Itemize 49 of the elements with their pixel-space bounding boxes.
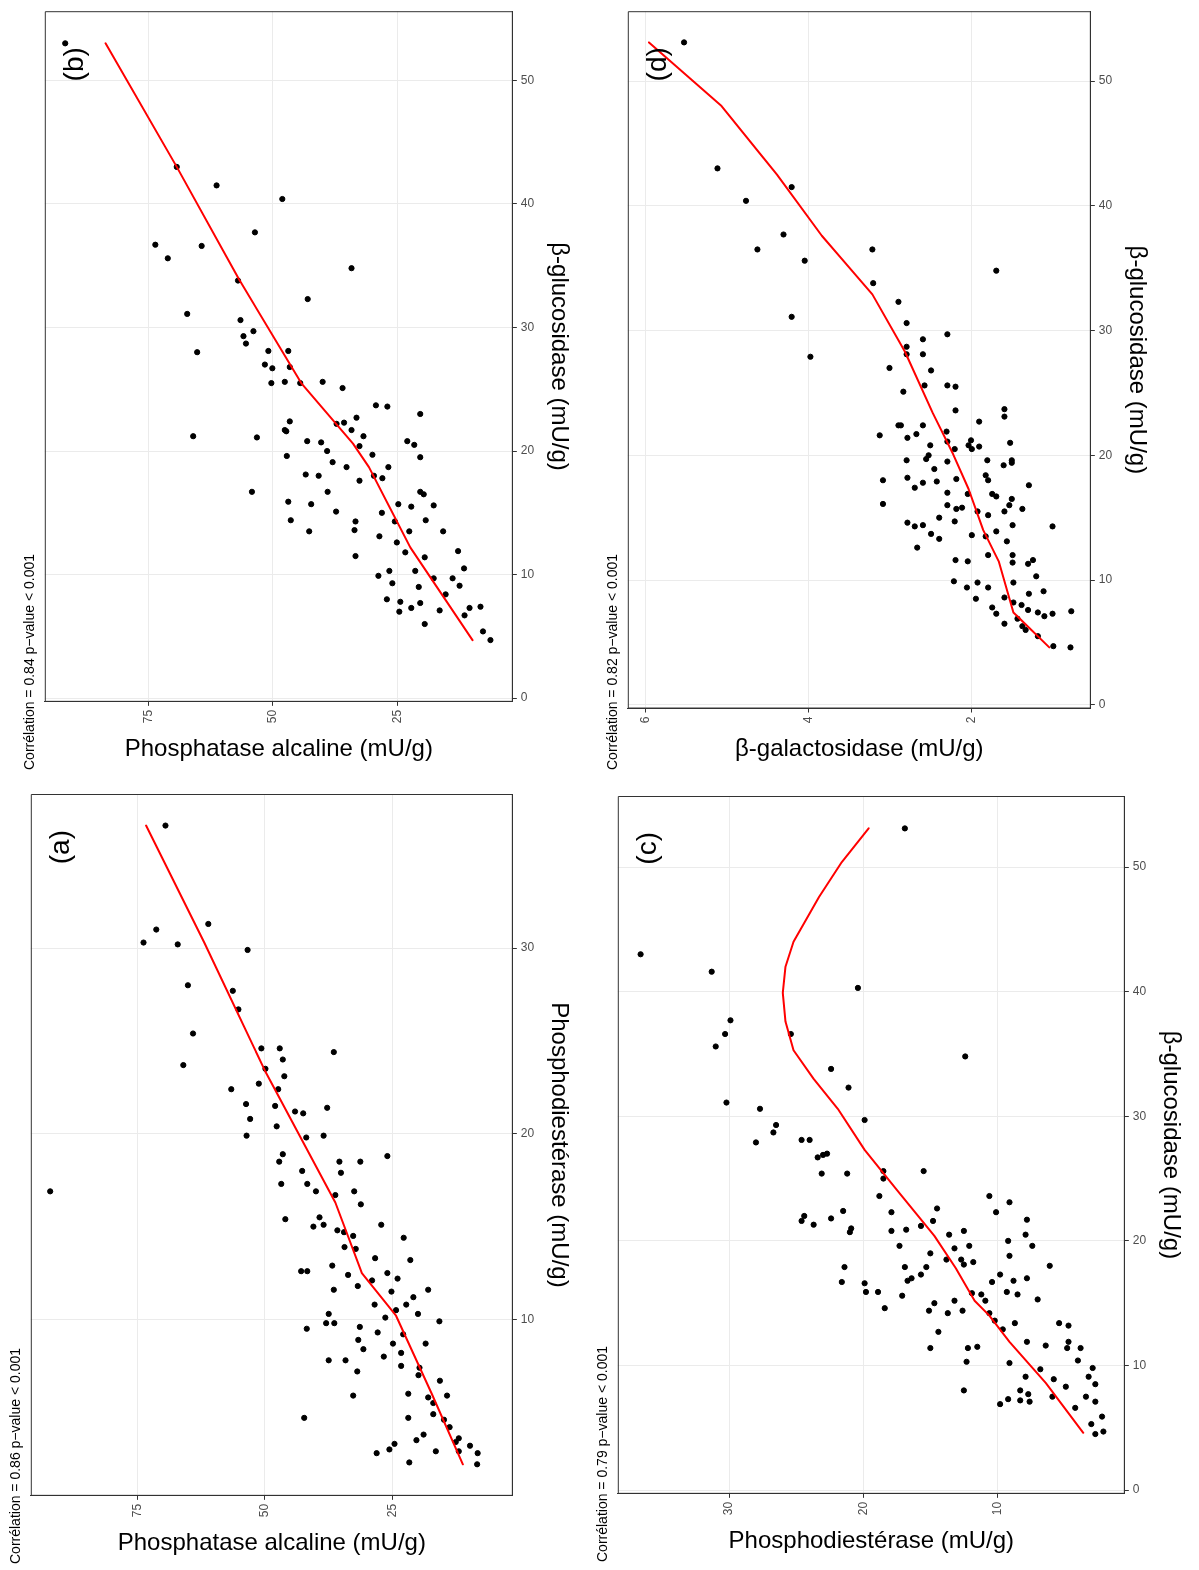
y-tick-label: 20: [1098, 447, 1113, 462]
annotation: (a): [43, 830, 75, 865]
x-tick-label: 50: [257, 1503, 272, 1518]
annotation: (b): [57, 47, 89, 82]
x-tick-label: 10: [989, 1501, 1004, 1516]
y-axis-title: β-glucosidase (mU/g): [1158, 1030, 1186, 1260]
x-axis-title: Phosphodiestérase (mU/g): [728, 1526, 1015, 1554]
annotation: (d): [640, 47, 672, 82]
text: Corrélation = 0.79 p−value < 0.001: [594, 1345, 611, 1562]
y-tick-label: 50: [1132, 859, 1147, 874]
x-tick-label: 6: [638, 716, 653, 724]
y-tick-label: 40: [1132, 983, 1147, 998]
y-tick-label: 0: [1098, 697, 1106, 712]
text: Corrélation = 0.82 p−value < 0.001: [604, 553, 621, 770]
x-tick-label: 75: [140, 709, 155, 724]
y-tick-label: 30: [1132, 1108, 1147, 1123]
x-tick-label: 2: [964, 716, 979, 724]
y-tick-label: 10: [520, 1311, 535, 1326]
x-axis-title: Phosphatase alcaline (mU/g): [124, 734, 433, 762]
x-tick-label: 20: [855, 1501, 870, 1516]
y-axis-title: Phosphodiestérase (mU/g): [546, 1002, 574, 1288]
annotation: (c): [630, 832, 662, 865]
y-tick-label: 20: [520, 1126, 535, 1141]
y-tick-label: 10: [1132, 1357, 1147, 1372]
x-tick-label: 25: [384, 1503, 399, 1518]
y-tick-label: 30: [520, 940, 535, 955]
y-tick-label: 0: [520, 690, 528, 705]
y-axis-title: β-glucosidase (mU/g): [546, 242, 574, 471]
y-tick-label: 20: [1132, 1233, 1147, 1248]
y-tick-label: 50: [1098, 73, 1113, 88]
x-tick-label: 30: [721, 1501, 736, 1516]
y-tick-label: 50: [520, 72, 535, 87]
x-axis-title: Phosphatase alcaline (mU/g): [117, 1528, 426, 1556]
y-tick-label: 30: [1098, 322, 1113, 337]
text: Corrélation = 0.84 p−value < 0.001: [21, 553, 38, 770]
y-tick-label: 40: [520, 196, 535, 211]
x-tick-label: 50: [265, 709, 280, 724]
y-tick-label: 40: [1098, 198, 1113, 213]
y-tick-label: 30: [520, 319, 535, 334]
y-axis-title: β-glucosidase (mU/g): [1124, 245, 1152, 475]
x-tick-label: 75: [129, 1503, 144, 1518]
text: Corrélation = 0.86 p−value < 0.001: [7, 1347, 24, 1564]
y-tick-label: 0: [1132, 1482, 1140, 1497]
x-tick-label: 25: [389, 709, 404, 724]
y-tick-label: 10: [1098, 572, 1113, 587]
y-tick-label: 20: [520, 443, 535, 458]
y-tick-label: 10: [520, 566, 535, 581]
x-axis-title: β-galactosidase (mU/g): [735, 734, 984, 762]
x-tick-label: 4: [801, 716, 816, 724]
